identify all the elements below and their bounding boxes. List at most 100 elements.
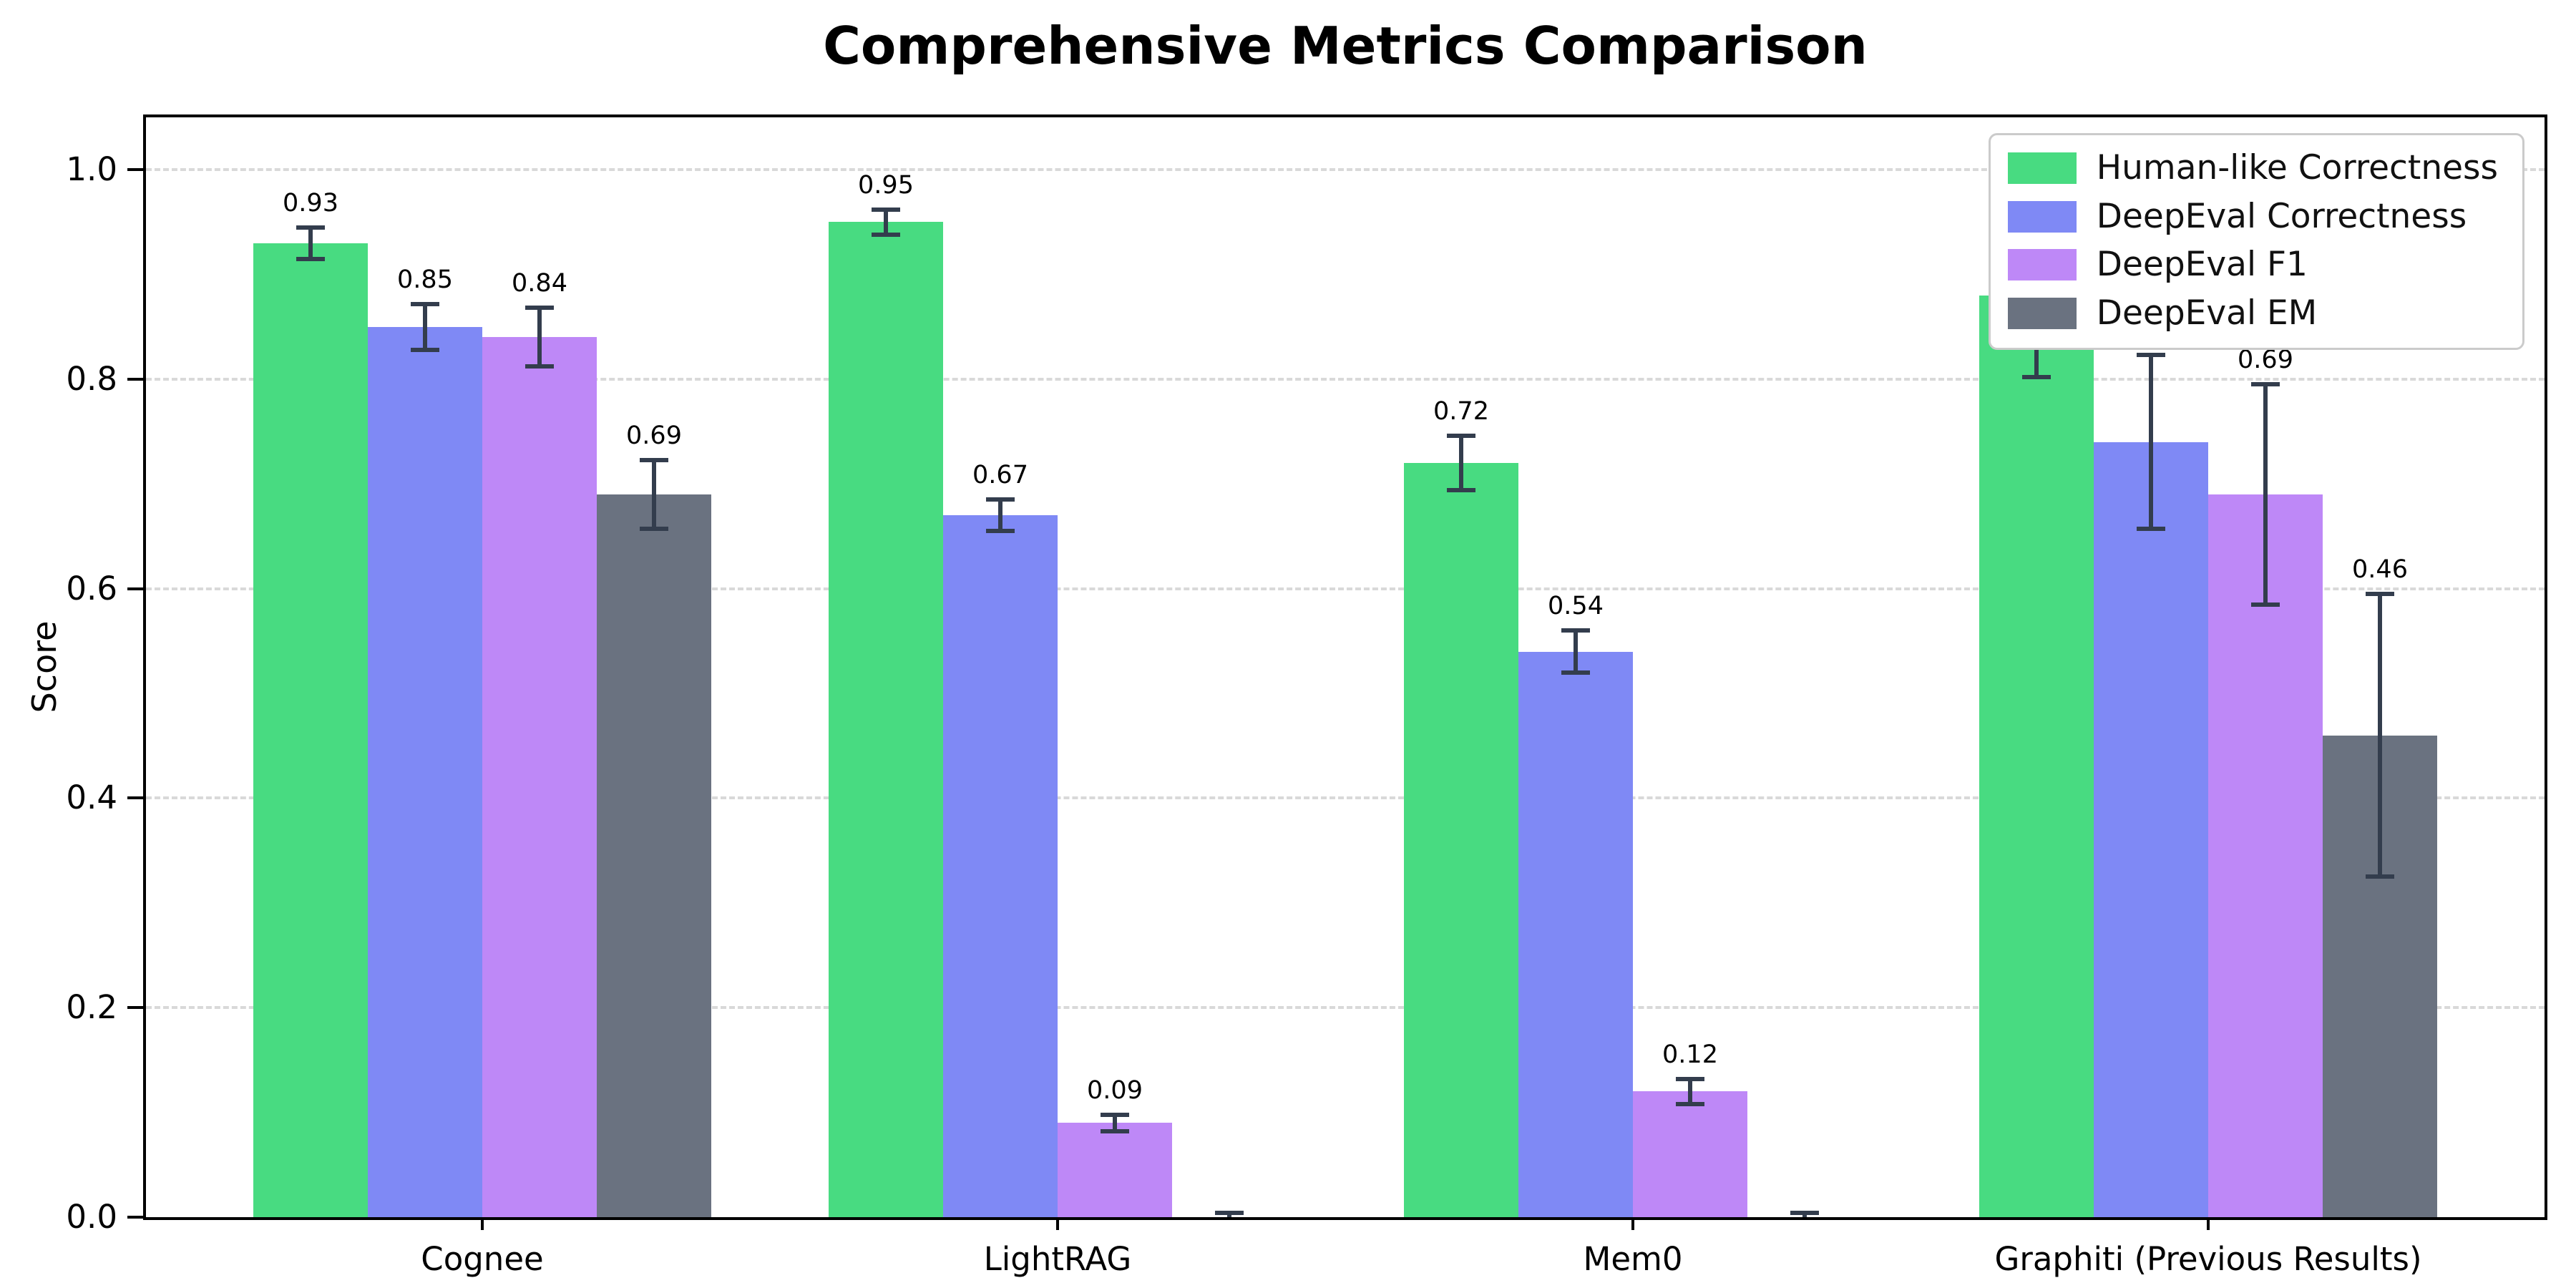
error-bar xyxy=(1574,630,1578,673)
error-bar xyxy=(537,308,542,367)
legend-swatch xyxy=(2007,152,2077,184)
y-tick-label: 1.0 xyxy=(66,150,117,189)
legend-entry: DeepEval EM xyxy=(2007,293,2498,333)
bar-value-label: 0.12 xyxy=(1662,1040,1718,1069)
error-bar xyxy=(884,209,888,235)
legend-label: DeepEval F1 xyxy=(2096,245,2308,285)
legend-label: DeepEval EM xyxy=(2096,293,2318,333)
bar xyxy=(368,326,482,1217)
bar-value-label: 0.84 xyxy=(512,269,567,298)
error-bar-cap-bottom xyxy=(872,232,900,237)
error-bar-cap-top xyxy=(2251,382,2280,387)
error-bar-cap-bottom xyxy=(525,364,554,369)
error-bar-cap-bottom xyxy=(411,347,439,352)
bar-cell xyxy=(1747,117,1862,1217)
x-tick-label: LightRAG xyxy=(983,1240,1132,1278)
bar xyxy=(1058,1123,1172,1217)
bar-cell: 0.69 xyxy=(2208,117,2323,1217)
error-bar-cap-top xyxy=(1790,1211,1819,1216)
error-bar-cap-bottom xyxy=(1676,1101,1704,1106)
error-bar xyxy=(423,303,427,350)
bar-group: 0.880.74 0.69 0.46 Graphiti (Previous Resul… xyxy=(1979,117,2437,1278)
x-tick-mark xyxy=(1631,1217,1634,1230)
bar-group: 0.72 0.54 0.12 Mem0 xyxy=(1404,117,1862,1278)
bar-cell xyxy=(1172,117,1287,1217)
y-tick-mark xyxy=(127,168,145,172)
y-tick-mark xyxy=(127,587,145,590)
bar-cell: 0.09 xyxy=(1058,117,1172,1217)
x-tick-label: Graphiti (Previous Results) xyxy=(1994,1240,2422,1278)
error-bar-cap-bottom xyxy=(2137,527,2165,532)
legend-label: DeepEval Correctness xyxy=(2096,196,2467,236)
bar-value-label: 0.54 xyxy=(1548,592,1604,621)
chart-title: Comprehensive Metrics Comparison xyxy=(823,16,1868,76)
error-bar xyxy=(1688,1078,1692,1104)
gridline xyxy=(146,1006,2545,1010)
legend-swatch xyxy=(2007,249,2077,281)
error-bar-cap-top xyxy=(296,225,325,230)
bar-cell: 0.72 xyxy=(1404,117,1518,1217)
bar xyxy=(2094,441,2208,1217)
x-tick-label: Mem0 xyxy=(1583,1240,1683,1278)
error-bar-cap-bottom xyxy=(2366,874,2394,879)
gridline xyxy=(146,168,2545,172)
bar-groups: 0.93 0.85 0.84 0.69 Cognee 0.95 0.67 0.09 LightR… xyxy=(146,117,2545,1278)
error-bar-cap-top xyxy=(1447,434,1475,438)
bar xyxy=(482,337,597,1217)
y-tick-label: 0.2 xyxy=(66,988,117,1027)
x-tick-mark xyxy=(481,1217,484,1230)
bar-value-label: 0.85 xyxy=(397,265,453,294)
error-bar-cap-top xyxy=(1676,1076,1704,1081)
bar-group: 0.93 0.85 0.84 0.69 Cognee xyxy=(253,117,711,1278)
bar-value-label: 0.95 xyxy=(858,170,914,200)
error-bar-cap-bottom xyxy=(640,527,668,532)
error-bar xyxy=(652,459,656,530)
y-tick-mark xyxy=(127,796,145,800)
gridline xyxy=(146,377,2545,381)
x-tick-label: Cognee xyxy=(421,1240,544,1278)
bar xyxy=(1633,1091,1747,1217)
error-bar xyxy=(2149,355,2153,530)
bar-cell: 0.12 xyxy=(1633,117,1747,1217)
bar-value-label: 0.09 xyxy=(1087,1075,1143,1105)
bar-value-label: 0.46 xyxy=(2352,555,2408,585)
error-bar-cap-bottom xyxy=(2251,602,2280,607)
legend: Human-like Correctness DeepEval Correctne… xyxy=(1988,133,2524,350)
bar-group: 0.95 0.67 0.09 LightRAG xyxy=(829,117,1287,1278)
error-bar-cap-bottom xyxy=(1101,1128,1129,1133)
legend-swatch xyxy=(2007,297,2077,329)
error-bar-cap-bottom xyxy=(1447,488,1475,493)
bar-cell: 0.88 xyxy=(1979,117,2094,1217)
error-bar xyxy=(2378,594,2382,877)
error-bar-cap-top xyxy=(2366,592,2394,597)
bar-cell: 0.93 xyxy=(253,117,368,1217)
y-tick-mark xyxy=(127,1216,145,1219)
bar-cell: 0.54 xyxy=(1518,117,1633,1217)
error-bar xyxy=(998,499,1002,532)
error-bar-cap-top xyxy=(1215,1211,1244,1216)
bar xyxy=(1979,295,2094,1217)
error-bar-cap-top xyxy=(1101,1112,1129,1117)
legend-entry: Human-like Correctness xyxy=(2007,148,2498,187)
bar-value-label: 0.93 xyxy=(283,188,338,218)
y-tick-label: 0.0 xyxy=(66,1198,117,1236)
bar-cell: 0.85 xyxy=(368,117,482,1217)
gridline xyxy=(146,587,2545,590)
error-bar xyxy=(308,227,313,259)
bar-cell: 0.67 xyxy=(943,117,1058,1217)
bar xyxy=(943,515,1058,1217)
legend-label: Human-like Correctness xyxy=(2096,148,2498,187)
error-bar-cap-top xyxy=(986,497,1015,502)
y-tick-label: 0.6 xyxy=(66,569,117,608)
error-bar xyxy=(2263,384,2268,605)
error-bar xyxy=(1113,1114,1117,1131)
bar xyxy=(829,222,943,1217)
bar xyxy=(2208,494,2323,1217)
error-bar-cap-top xyxy=(411,301,439,306)
bar xyxy=(1404,463,1518,1217)
bar-cell: 0.46 xyxy=(2323,117,2437,1217)
y-tick-mark xyxy=(127,1006,145,1010)
error-bar-cap-bottom xyxy=(986,529,1015,534)
plot-area: 0.0 0.2 0.4 0.6 0.8 1.0 0.93 0.85 0.84 0.69 Cogne… xyxy=(66,114,2547,1278)
bar xyxy=(253,243,368,1217)
